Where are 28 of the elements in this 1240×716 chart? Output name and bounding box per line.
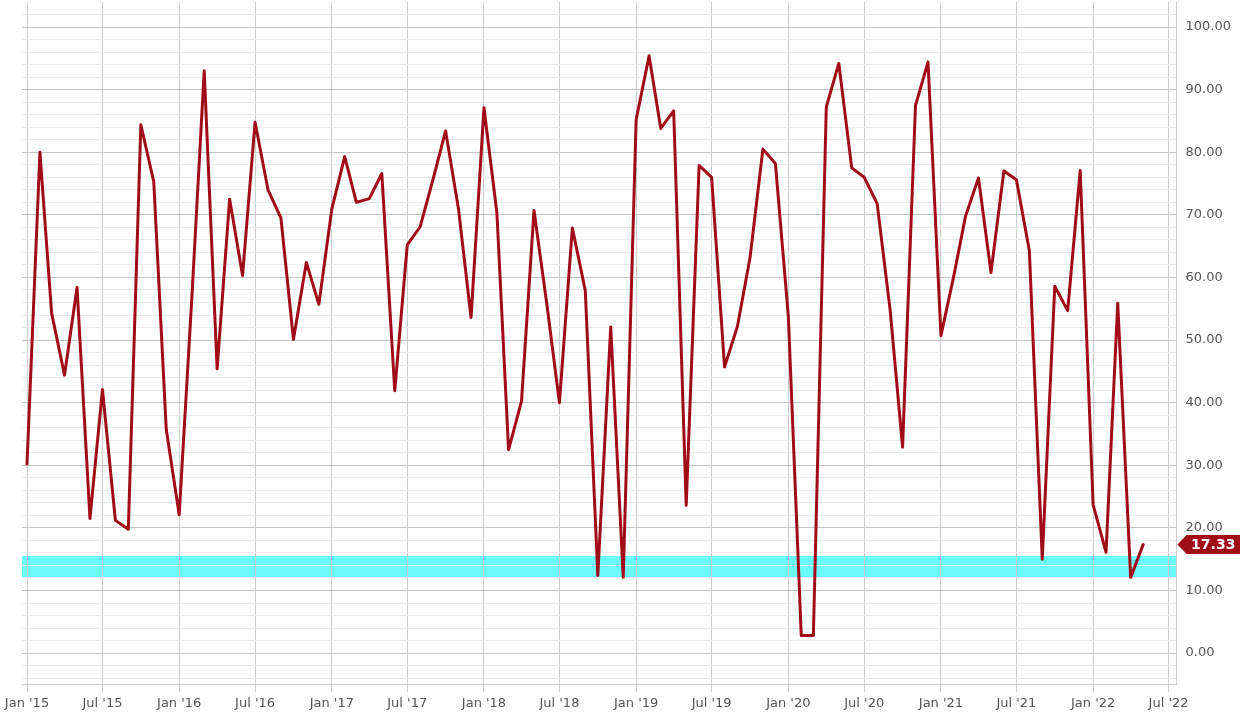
text: 17.33 bbox=[1191, 536, 1236, 553]
y-tick-label: 90.00 bbox=[1185, 81, 1223, 97]
y-tick-label: 0.00 bbox=[1185, 644, 1215, 660]
x-tick-label: Jan '15 bbox=[3, 694, 50, 710]
x-tick-label: Jul '16 bbox=[234, 694, 276, 710]
x-tick-label: Jul '15 bbox=[81, 694, 123, 710]
x-tick-label: Jul '20 bbox=[843, 694, 885, 710]
y-tick-label: 70.00 bbox=[1185, 206, 1223, 222]
x-tick-label: Jul '22 bbox=[1147, 694, 1189, 710]
y-tick-label: 100.00 bbox=[1185, 18, 1232, 34]
y-tick-label: 20.00 bbox=[1185, 519, 1223, 535]
x-tick-label: Jan '22 bbox=[1069, 694, 1116, 710]
x-tick-label: Jan '16 bbox=[156, 694, 202, 710]
y-tick-label: 80.00 bbox=[1185, 143, 1223, 159]
x-tick-label: Jan '17 bbox=[308, 694, 354, 710]
x-tick-label: Jul '18 bbox=[538, 694, 580, 710]
x-tick-label: Jul '19 bbox=[690, 694, 732, 710]
y-tick-label: 10.00 bbox=[1185, 581, 1223, 597]
y-tick-label: 40.00 bbox=[1185, 394, 1223, 410]
x-tick-label: Jul '17 bbox=[386, 694, 428, 710]
y-tick-label: 60.00 bbox=[1185, 268, 1223, 284]
x-tick-label: Jan '18 bbox=[460, 694, 507, 710]
x-tick-label: Jul '21 bbox=[995, 694, 1037, 710]
y-tick-label: 50.00 bbox=[1185, 331, 1223, 347]
y-tick-label: 30.00 bbox=[1185, 456, 1223, 472]
x-tick-label: Jan '21 bbox=[917, 694, 964, 710]
x-tick-label: Jan '20 bbox=[765, 694, 811, 710]
x-tick-label: Jan '19 bbox=[613, 694, 659, 710]
